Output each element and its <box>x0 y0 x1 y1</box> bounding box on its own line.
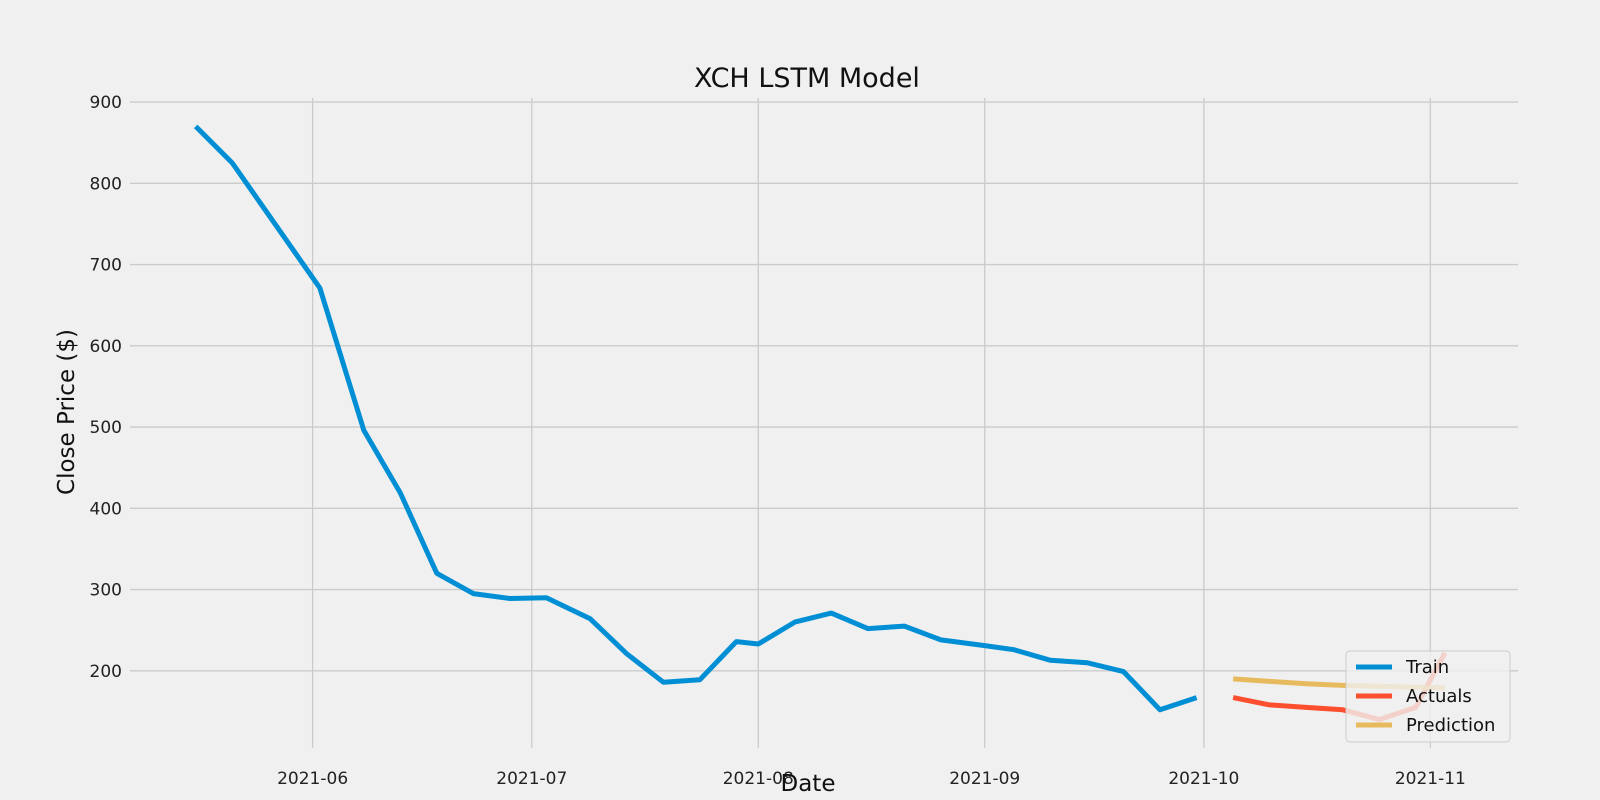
grid <box>130 98 1518 748</box>
x-tick-label: 2021-11 <box>1395 769 1466 789</box>
legend-label-prediction: Prediction <box>1406 715 1495 736</box>
y-axis-label: Close Price ($) <box>54 329 80 495</box>
legend: Train Actuals Prediction <box>1345 650 1511 743</box>
y-tick-label: 300 <box>90 581 122 601</box>
chart-title: XCH LSTM Model <box>694 63 920 94</box>
legend-label-actuals: Actuals <box>1406 686 1472 707</box>
y-tick-label: 500 <box>90 418 122 438</box>
tick-labels: 200 300 400 500 600 700 800 900 2021-06 2021-07 20… <box>90 93 1466 789</box>
y-tick-label: 600 <box>90 337 122 357</box>
y-tick-label: 800 <box>90 174 122 194</box>
y-tick-label: 400 <box>90 499 122 519</box>
y-tick-label: 200 <box>90 662 122 682</box>
legend-label-train: Train <box>1405 657 1449 678</box>
x-axis-label: Date <box>781 771 836 797</box>
legend-box <box>1345 650 1511 743</box>
x-tick-label: 2021-08 <box>723 769 794 789</box>
x-tick-label: 2021-10 <box>1168 769 1239 789</box>
series-line-train <box>193 124 1198 713</box>
x-tick-label: 2021-06 <box>277 769 348 789</box>
y-tick-label: 700 <box>90 256 122 276</box>
y-tick-label: 900 <box>90 93 122 113</box>
series-lines <box>193 124 1448 723</box>
x-tick-label: 2021-09 <box>949 769 1020 789</box>
x-tick-label: 2021-07 <box>496 769 567 789</box>
